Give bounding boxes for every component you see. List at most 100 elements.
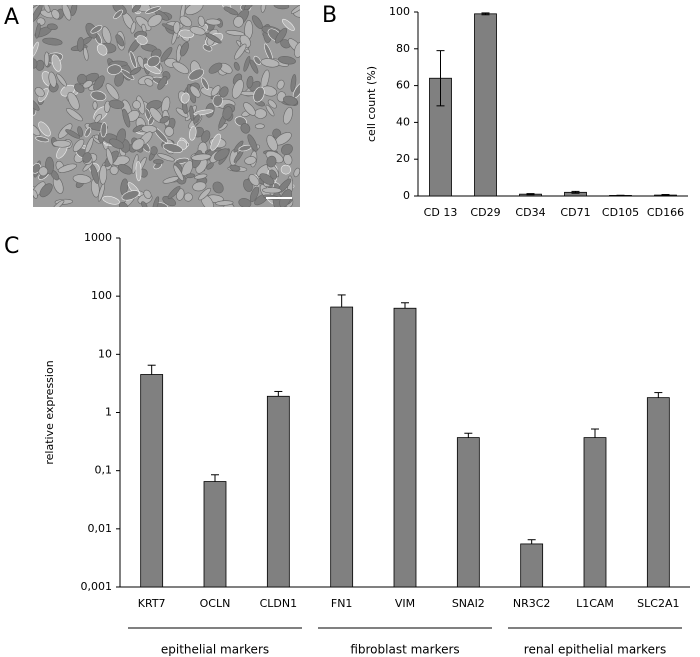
cell (157, 153, 175, 162)
cell (206, 162, 214, 170)
cell (247, 134, 258, 152)
cell (44, 51, 50, 67)
cell (145, 6, 161, 14)
y-tick-label: 100 (389, 5, 410, 18)
cell (290, 5, 300, 14)
cell (70, 5, 78, 17)
cell (293, 167, 300, 178)
x-tick-label: NR3C2 (513, 597, 551, 610)
cell (212, 94, 223, 107)
cell (47, 23, 58, 31)
cell (181, 92, 190, 104)
cell (223, 6, 239, 16)
cell (254, 108, 267, 119)
y-tick-label: 1 (105, 406, 112, 419)
cell (178, 29, 195, 39)
cell (162, 143, 183, 153)
cell (179, 41, 189, 57)
cell (118, 163, 133, 175)
cell (167, 185, 181, 199)
cell (130, 21, 137, 34)
cell (253, 86, 265, 103)
x-tick-label: CD166 (647, 206, 684, 219)
cell (108, 99, 125, 109)
cell (39, 183, 53, 198)
cell (105, 148, 114, 166)
cell (262, 187, 282, 194)
cell (219, 86, 229, 98)
cell (153, 159, 164, 165)
y-axis-label: relative expression (43, 360, 56, 464)
cell (34, 87, 45, 98)
cell (265, 104, 275, 117)
cell (72, 138, 85, 152)
cell (131, 5, 142, 13)
panel-label: B (322, 3, 337, 28)
cell (147, 14, 163, 27)
cell (174, 157, 189, 164)
cell (185, 5, 204, 16)
cell (273, 5, 290, 10)
cell (248, 174, 260, 187)
group-label: fibroblast markers (350, 643, 459, 657)
cell (205, 18, 221, 26)
cell (238, 198, 252, 207)
cell (173, 164, 184, 182)
cell (94, 113, 103, 123)
cell (107, 64, 122, 75)
cells (33, 5, 300, 207)
y-tick-label: 0,001 (81, 580, 113, 593)
bar (140, 374, 164, 588)
cell (129, 67, 142, 76)
cell (38, 121, 51, 137)
y-tick-label: 10 (98, 347, 112, 360)
cell (96, 43, 108, 56)
cell (66, 108, 83, 122)
bar (520, 543, 544, 588)
cell (192, 181, 207, 192)
y-axis-label: cell count (%) (365, 66, 378, 142)
cell (212, 181, 224, 194)
cell (121, 190, 140, 201)
y-tick-label: 20 (396, 152, 410, 165)
cell (157, 76, 168, 90)
cell (56, 73, 67, 87)
cell (276, 79, 285, 90)
cell (135, 161, 142, 182)
y-tick-label: 40 (396, 115, 410, 128)
cell (33, 97, 40, 111)
cell (280, 164, 292, 175)
cell (115, 34, 125, 47)
cell (225, 30, 245, 37)
cell (266, 155, 277, 168)
cell (35, 23, 41, 39)
cell (164, 126, 174, 137)
cell (189, 26, 206, 36)
cell (132, 124, 145, 133)
bar (474, 13, 497, 197)
cell (131, 138, 145, 151)
cell (132, 100, 141, 110)
cell (253, 55, 262, 65)
cell (234, 43, 247, 60)
cell (249, 59, 259, 74)
cell (113, 9, 123, 20)
cell (281, 143, 293, 156)
cell (277, 56, 296, 65)
x-tick-label: KRT7 (138, 597, 166, 610)
cell (74, 83, 85, 93)
cell (83, 47, 89, 61)
cell (57, 163, 78, 173)
cell (76, 37, 85, 52)
cell (189, 85, 201, 98)
cell (222, 106, 233, 120)
cell (231, 79, 244, 99)
bar (393, 307, 417, 588)
cell (215, 200, 234, 206)
cell (243, 55, 251, 72)
x-tick-label: L1CAM (576, 597, 614, 610)
cell (114, 72, 125, 87)
cell (105, 83, 120, 100)
cell (260, 58, 280, 68)
